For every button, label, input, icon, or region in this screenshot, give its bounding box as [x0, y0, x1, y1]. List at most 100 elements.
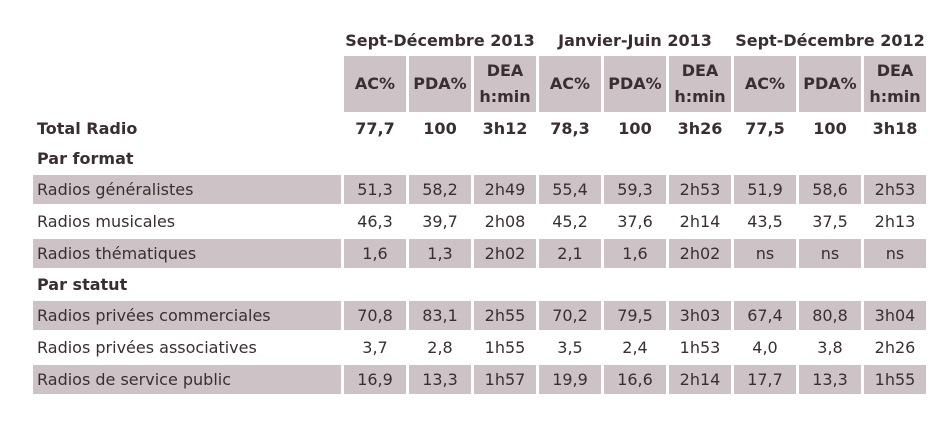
cell-value: 51,9 [734, 175, 796, 204]
col-pda-1: PDA% [409, 56, 471, 112]
table-row: Radios de service public 16,9 13,3 1h57 … [33, 365, 926, 394]
table-row: Radios privées associatives 3,7 2,8 1h55… [33, 333, 926, 362]
cell-value: 2h26 [874, 338, 916, 357]
table-row: Radios privées commerciales 70,8 83,1 2h… [33, 301, 926, 330]
col-dea-1-line2: h:min [479, 87, 531, 106]
empty-corner-2 [33, 56, 341, 112]
col-dea-2-line1: DEA [681, 61, 719, 80]
col-ac-3: AC% [734, 56, 796, 112]
table-row: Radios musicales 46,3 39,7 2h08 45,2 37,… [33, 207, 926, 236]
cell-value: 46,3 [357, 212, 393, 231]
row-label: Radios privées associatives [37, 338, 257, 357]
col-dea-1: DEA h:min [474, 56, 536, 112]
row-label: Radios privées commerciales [33, 301, 341, 330]
cell-value: 4,0 [752, 338, 778, 357]
radio-audience-table: Sept-Décembre 2013 Janvier-Juin 2013 Sep… [30, 24, 929, 397]
cell-value: 2h02 [474, 239, 536, 268]
cell-value: 83,1 [409, 301, 471, 330]
group-header-3: Sept-Décembre 2012 [735, 30, 925, 50]
col-ac-2: AC% [539, 56, 601, 112]
section-title-format: Par format [37, 149, 134, 168]
total-value: 77,5 [745, 119, 785, 138]
col-ac-1: AC% [344, 56, 406, 112]
cell-value: 2,1 [539, 239, 601, 268]
group-header-2: Janvier-Juin 2013 [558, 30, 712, 50]
col-dea-2: DEA h:min [669, 56, 731, 112]
cell-value: 37,6 [617, 212, 653, 231]
cell-value: 2h02 [669, 239, 731, 268]
col-dea-1-line1: DEA [486, 61, 524, 80]
total-value: 100 [618, 119, 652, 138]
col-dea-3: DEA h:min [864, 56, 926, 112]
total-label: Total Radio [37, 119, 138, 138]
total-value: 78,3 [550, 119, 590, 138]
group-header-1: Sept-Décembre 2013 [345, 30, 535, 50]
cell-value: 2h53 [864, 175, 926, 204]
cell-value: 1h57 [474, 365, 536, 394]
radio-audience-table-container: Sept-Décembre 2013 Janvier-Juin 2013 Sep… [30, 24, 929, 397]
cell-value: ns [734, 239, 796, 268]
col-dea-3-line1: DEA [876, 61, 914, 80]
cell-value: 19,9 [539, 365, 601, 394]
row-label: Radios généralistes [33, 175, 341, 204]
cell-value: 70,2 [539, 301, 601, 330]
cell-value: 55,4 [539, 175, 601, 204]
col-dea-3-line2: h:min [869, 87, 921, 106]
cell-value: 2h55 [474, 301, 536, 330]
section-title-statut: Par statut [37, 275, 128, 294]
cell-value: 2h13 [874, 212, 916, 231]
cell-value: 1,6 [344, 239, 406, 268]
total-value: 3h26 [677, 119, 723, 138]
row-label: Radios musicales [37, 212, 176, 231]
cell-value: 2h53 [669, 175, 731, 204]
group-header-row: Sept-Décembre 2013 Janvier-Juin 2013 Sep… [33, 27, 926, 53]
cell-value: 1h55 [864, 365, 926, 394]
cell-value: 3h03 [669, 301, 731, 330]
total-row: Total Radio 77,7 100 3h12 78,3 100 3h26 … [33, 115, 926, 142]
cell-value: 1,3 [409, 239, 471, 268]
cell-value: 1h55 [484, 338, 526, 357]
cell-value: 3,5 [557, 338, 583, 357]
cell-value: 45,2 [552, 212, 588, 231]
cell-value: 2h08 [484, 212, 526, 231]
cell-value: ns [799, 239, 861, 268]
cell-value: 79,5 [604, 301, 666, 330]
cell-value: 3,8 [817, 338, 843, 357]
cell-value: 59,3 [604, 175, 666, 204]
table-row: Radios généralistes 51,3 58,2 2h49 55,4 … [33, 175, 926, 204]
cell-value: 80,8 [799, 301, 861, 330]
section-header-row: Par format [33, 145, 926, 172]
row-label: Radios de service public [33, 365, 341, 394]
cell-value: 70,8 [344, 301, 406, 330]
col-pda-2: PDA% [604, 56, 666, 112]
cell-value: 37,5 [812, 212, 848, 231]
empty-corner [33, 27, 341, 53]
section-header-row: Par statut [33, 271, 926, 298]
cell-value: 67,4 [734, 301, 796, 330]
column-header-row: AC% PDA% DEA h:min AC% PDA% DEA h:min AC% … [33, 56, 926, 112]
cell-value: 3,7 [362, 338, 388, 357]
col-pda-3: PDA% [799, 56, 861, 112]
cell-value: 39,7 [422, 212, 458, 231]
col-dea-2-line2: h:min [674, 87, 726, 106]
total-value: 100 [423, 119, 457, 138]
cell-value: 2h14 [669, 365, 731, 394]
cell-value: 16,6 [604, 365, 666, 394]
cell-value: 1h53 [679, 338, 721, 357]
cell-value: ns [864, 239, 926, 268]
total-value: 77,7 [355, 119, 395, 138]
total-value: 3h18 [872, 119, 918, 138]
cell-value: 13,3 [799, 365, 861, 394]
cell-value: 3h04 [864, 301, 926, 330]
cell-value: 1,6 [604, 239, 666, 268]
cell-value: 58,2 [409, 175, 471, 204]
section-spacer [344, 145, 926, 172]
row-label: Radios thématiques [33, 239, 341, 268]
cell-value: 51,3 [344, 175, 406, 204]
cell-value: 43,5 [747, 212, 783, 231]
table-row: Radios thématiques 1,6 1,3 2h02 2,1 1,6 … [33, 239, 926, 268]
section-spacer [344, 271, 926, 298]
total-value: 3h12 [482, 119, 528, 138]
cell-value: 2h49 [474, 175, 536, 204]
cell-value: 16,9 [344, 365, 406, 394]
